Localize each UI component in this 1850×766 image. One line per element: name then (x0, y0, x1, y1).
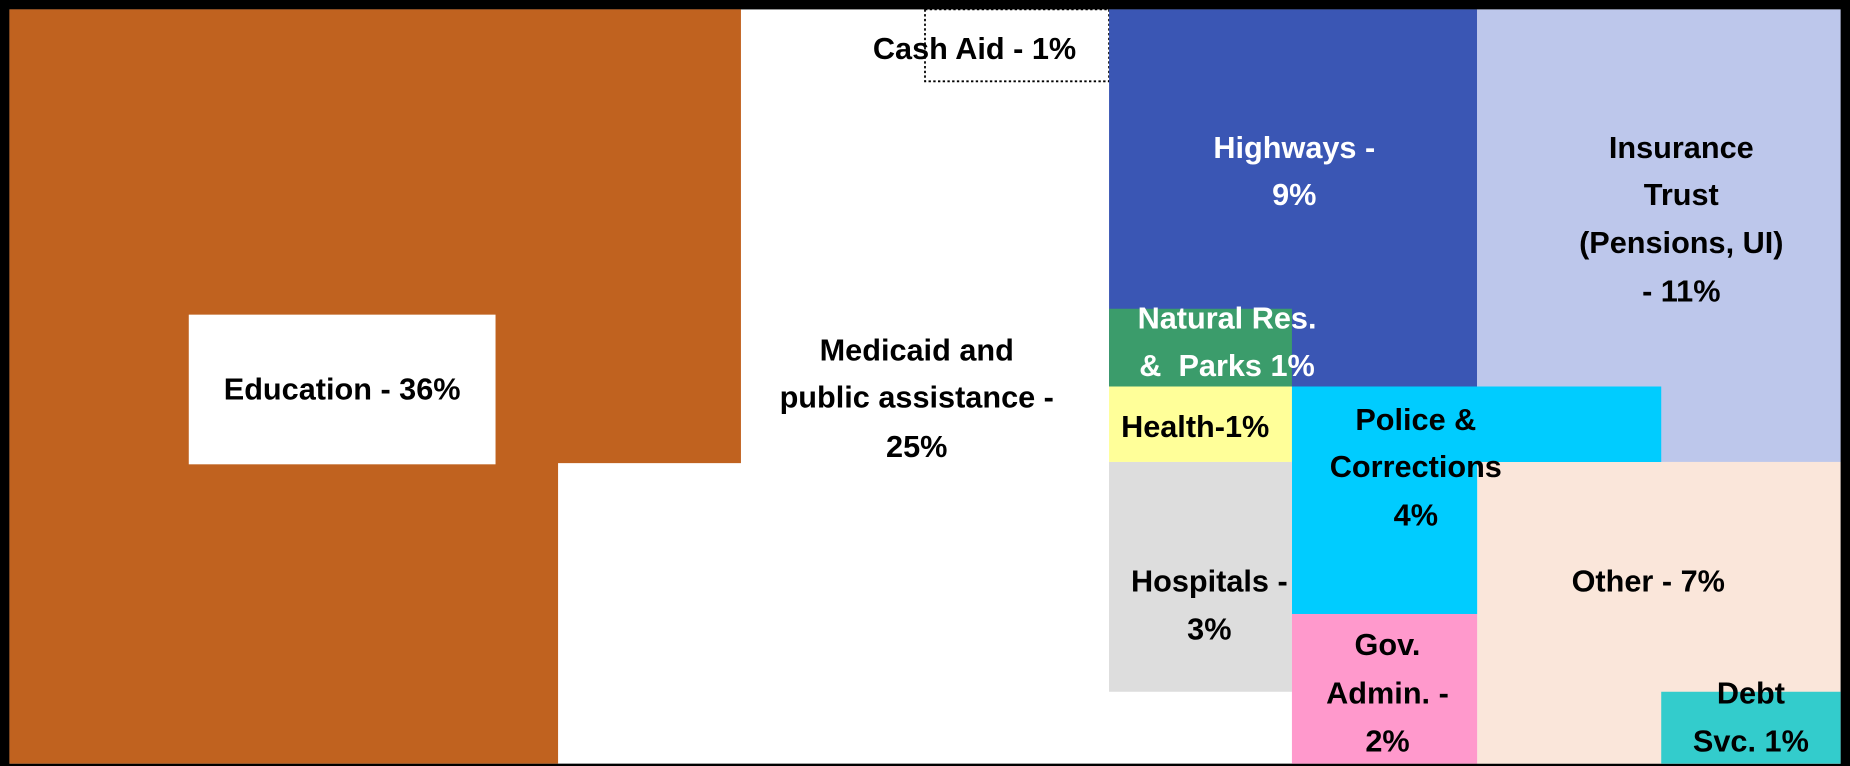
label: public assistance - (780, 381, 1054, 415)
label: Debt (1717, 676, 1785, 710)
label: - 11% (1642, 275, 1720, 309)
education-label-box (188, 314, 496, 465)
label: 3% (1187, 613, 1231, 647)
label: Svc. 1% (1693, 725, 1809, 759)
natural-res-block (1109, 308, 1292, 387)
cash-aid-block (924, 8, 1110, 83)
label: Trust (1644, 178, 1719, 212)
gov-admin-block (1291, 613, 1478, 764)
label: (Pensions, UI) (1579, 226, 1783, 260)
label: Other - 7% (1572, 564, 1725, 598)
label: Hospitals - (1131, 564, 1288, 598)
label: 4% (1394, 498, 1438, 532)
health-block (1109, 386, 1292, 462)
label: Corrections (1330, 450, 1502, 484)
label: Natural Res. (1138, 302, 1317, 336)
label: & Parks 1% (1139, 349, 1315, 383)
label: Health-1% (1121, 410, 1269, 444)
label: 2% (1365, 725, 1409, 759)
label: Cash Aid - 1% (873, 32, 1076, 66)
label: Medicaid and (820, 333, 1014, 367)
hospitals-block (1109, 461, 1292, 692)
label: 9% (1272, 178, 1316, 212)
insurance-block (1477, 9, 1841, 462)
label: Highways - (1213, 131, 1375, 165)
debt-block (1661, 691, 1841, 764)
label: Admin. - (1326, 676, 1449, 710)
label: Police & (1355, 403, 1476, 437)
label: Education - 36% (224, 372, 461, 406)
label: Insurance (1609, 131, 1754, 165)
label: 25% (886, 430, 947, 464)
police-block (1291, 386, 1662, 614)
label: Gov. (1355, 628, 1421, 662)
